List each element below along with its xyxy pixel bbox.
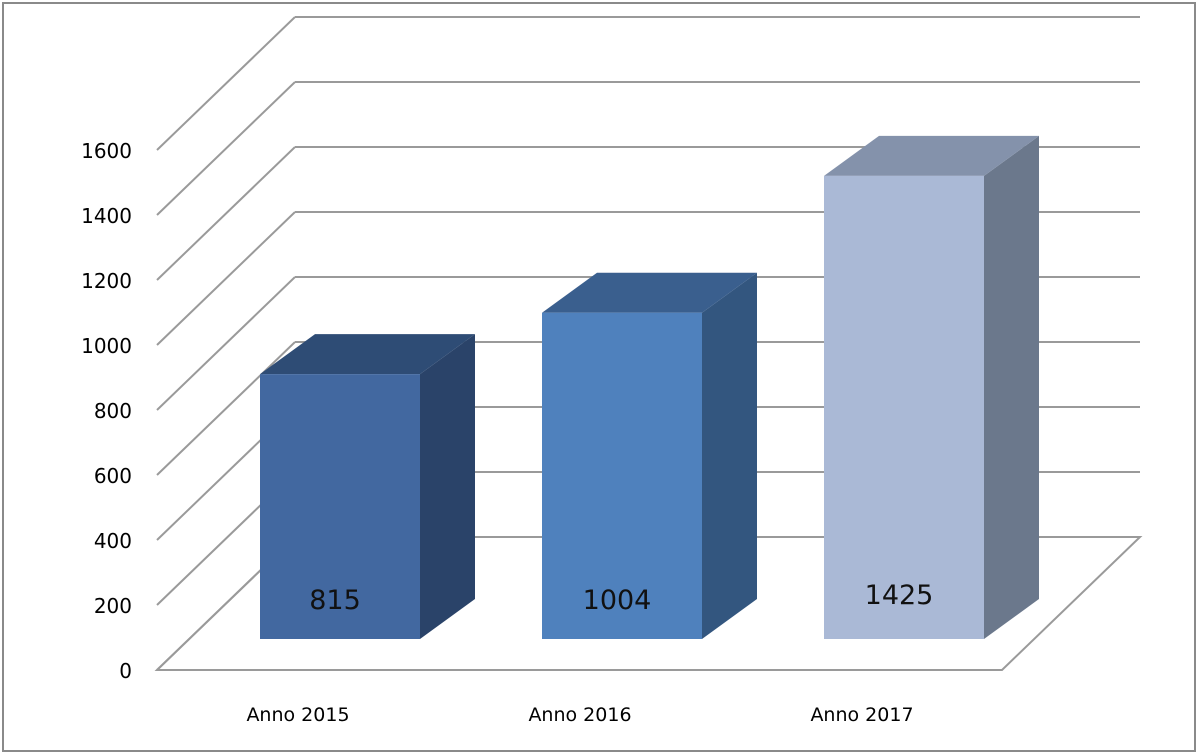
bar-side bbox=[420, 334, 475, 639]
bar-front bbox=[542, 312, 702, 639]
bar-top bbox=[824, 135, 1039, 176]
gridline-side bbox=[156, 276, 296, 411]
y-tick-label: 400 bbox=[94, 529, 132, 553]
bar-front bbox=[260, 374, 420, 639]
y-axis-ticks: 0 200 400 600 800 1000 1200 1400 1600 bbox=[81, 139, 132, 683]
gridline-side bbox=[156, 81, 296, 216]
y-tick-label: 1600 bbox=[81, 139, 132, 163]
y-tick-label: 1200 bbox=[81, 269, 132, 293]
bar-front bbox=[824, 175, 984, 639]
bar-top bbox=[260, 334, 475, 375]
bar-side bbox=[984, 135, 1039, 639]
data-label: 1425 bbox=[865, 580, 934, 611]
gridline-side bbox=[156, 16, 296, 151]
data-label: 1004 bbox=[583, 585, 652, 616]
gridline-side bbox=[156, 341, 296, 476]
y-tick-label: 1000 bbox=[81, 334, 132, 358]
gridline-side bbox=[156, 146, 296, 281]
x-category-label: Anno 2016 bbox=[528, 704, 631, 726]
bar-top bbox=[542, 272, 757, 313]
data-labels: 815 1004 1425 bbox=[309, 580, 933, 616]
floor bbox=[154, 536, 1143, 671]
bar bbox=[260, 334, 475, 639]
x-axis-categories: Anno 2015 Anno 2016 Anno 2017 bbox=[246, 704, 913, 726]
y-tick-label: 600 bbox=[94, 464, 132, 488]
bar bbox=[542, 272, 757, 639]
bar-side bbox=[702, 272, 757, 639]
bars bbox=[260, 135, 1039, 639]
y-tick-label: 800 bbox=[94, 399, 132, 423]
x-category-label: Anno 2015 bbox=[246, 704, 349, 726]
bar bbox=[824, 135, 1039, 639]
data-label: 815 bbox=[309, 585, 361, 616]
y-tick-label: 0 bbox=[119, 659, 132, 683]
gridline-side bbox=[156, 211, 296, 346]
y-tick-label: 1400 bbox=[81, 204, 132, 228]
x-category-label: Anno 2017 bbox=[810, 704, 913, 726]
y-tick-label: 200 bbox=[94, 594, 132, 618]
